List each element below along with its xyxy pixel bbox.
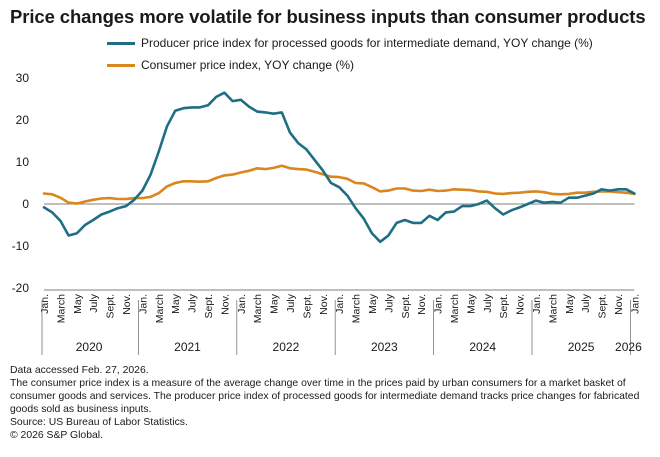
x-tick-label: May xyxy=(170,293,182,314)
x-tick-label: Sept. xyxy=(400,294,412,319)
x-tick-label: Jan. xyxy=(531,294,543,314)
chart-title: Price changes more volatile for business… xyxy=(10,6,646,27)
year-label: 2020 xyxy=(76,340,103,354)
x-tick-label: July xyxy=(482,293,494,312)
x-tick-label: Jan. xyxy=(334,294,346,314)
y-tick-label: 20 xyxy=(16,113,30,127)
x-tick-label: March xyxy=(449,294,461,323)
series-line-cpi xyxy=(42,164,636,205)
x-tick-label: Nov. xyxy=(613,294,625,315)
x-tick-label: March xyxy=(252,294,264,323)
year-label: 2021 xyxy=(174,340,201,354)
series-line-ppi xyxy=(42,91,636,244)
legend-swatch-ppi xyxy=(107,41,135,45)
x-tick-label: March xyxy=(154,294,166,323)
x-tick-label: May xyxy=(269,293,281,314)
y-tick-label: 0 xyxy=(22,197,29,211)
x-tick-label: May xyxy=(72,293,84,314)
x-tick-label: July xyxy=(187,293,199,312)
y-tick-label: -10 xyxy=(12,239,30,253)
x-tick-label: March xyxy=(547,294,559,323)
x-tick-label: Sept. xyxy=(597,294,609,319)
x-tick-label: July xyxy=(88,293,100,312)
x-tick-label: March xyxy=(351,294,363,323)
x-tick-label: Sept. xyxy=(498,294,510,319)
legend-label-cpi: Consumer price index, YOY change (%) xyxy=(141,58,354,72)
x-tick-label: July xyxy=(580,293,592,312)
x-tick-label: Nov. xyxy=(121,294,133,315)
x-tick-label: Jan. xyxy=(39,294,51,314)
x-tick-label: Nov. xyxy=(416,294,428,315)
legend-item-cpi: Consumer price index, YOY change (%) xyxy=(107,58,354,72)
x-tick-label: May xyxy=(564,293,576,314)
x-tick-label: May xyxy=(465,293,477,314)
chart-footer: Data accessed Feb. 27, 2026. The consume… xyxy=(10,364,650,442)
x-tick-label: Sept. xyxy=(203,294,215,319)
y-tick-label: 10 xyxy=(16,155,30,169)
x-tick-label: Jan. xyxy=(433,294,445,314)
year-label: 2024 xyxy=(469,340,496,354)
x-tick-label: Sept. xyxy=(105,294,117,319)
y-tick-label: -20 xyxy=(12,281,30,295)
x-tick-label: March xyxy=(55,294,67,323)
x-tick-label: Nov. xyxy=(318,294,330,315)
footer-description: The consumer price index is a measure of… xyxy=(10,378,640,415)
footer-accessed: Data accessed Feb. 27, 2026. xyxy=(10,365,149,376)
x-tick-label: Nov. xyxy=(219,294,231,315)
year-label: 2025 xyxy=(568,340,595,354)
legend-item-ppi: Producer price index for processed goods… xyxy=(107,36,593,50)
y-tick-label: 30 xyxy=(16,71,30,85)
x-tick-label: May xyxy=(367,293,379,314)
year-label: 2026 xyxy=(615,340,642,354)
x-tick-label: July xyxy=(285,293,297,312)
x-tick-label: Jan. xyxy=(137,294,149,314)
x-tick-label: July xyxy=(383,293,395,312)
year-label: 2023 xyxy=(371,340,398,354)
x-tick-label: Nov. xyxy=(515,294,527,315)
legend-label-ppi: Producer price index for processed goods… xyxy=(141,36,593,50)
year-label: 2022 xyxy=(273,340,300,354)
x-tick-label: Sept. xyxy=(301,294,313,319)
legend-swatch-cpi xyxy=(107,63,135,67)
x-tick-label: Jan. xyxy=(236,294,248,314)
x-tick-label: Jan. xyxy=(629,294,641,314)
footer-source: Source: US Bureau of Labor Statistics. xyxy=(10,417,188,428)
footer-copyright: © 2026 S&P Global. xyxy=(10,430,103,441)
